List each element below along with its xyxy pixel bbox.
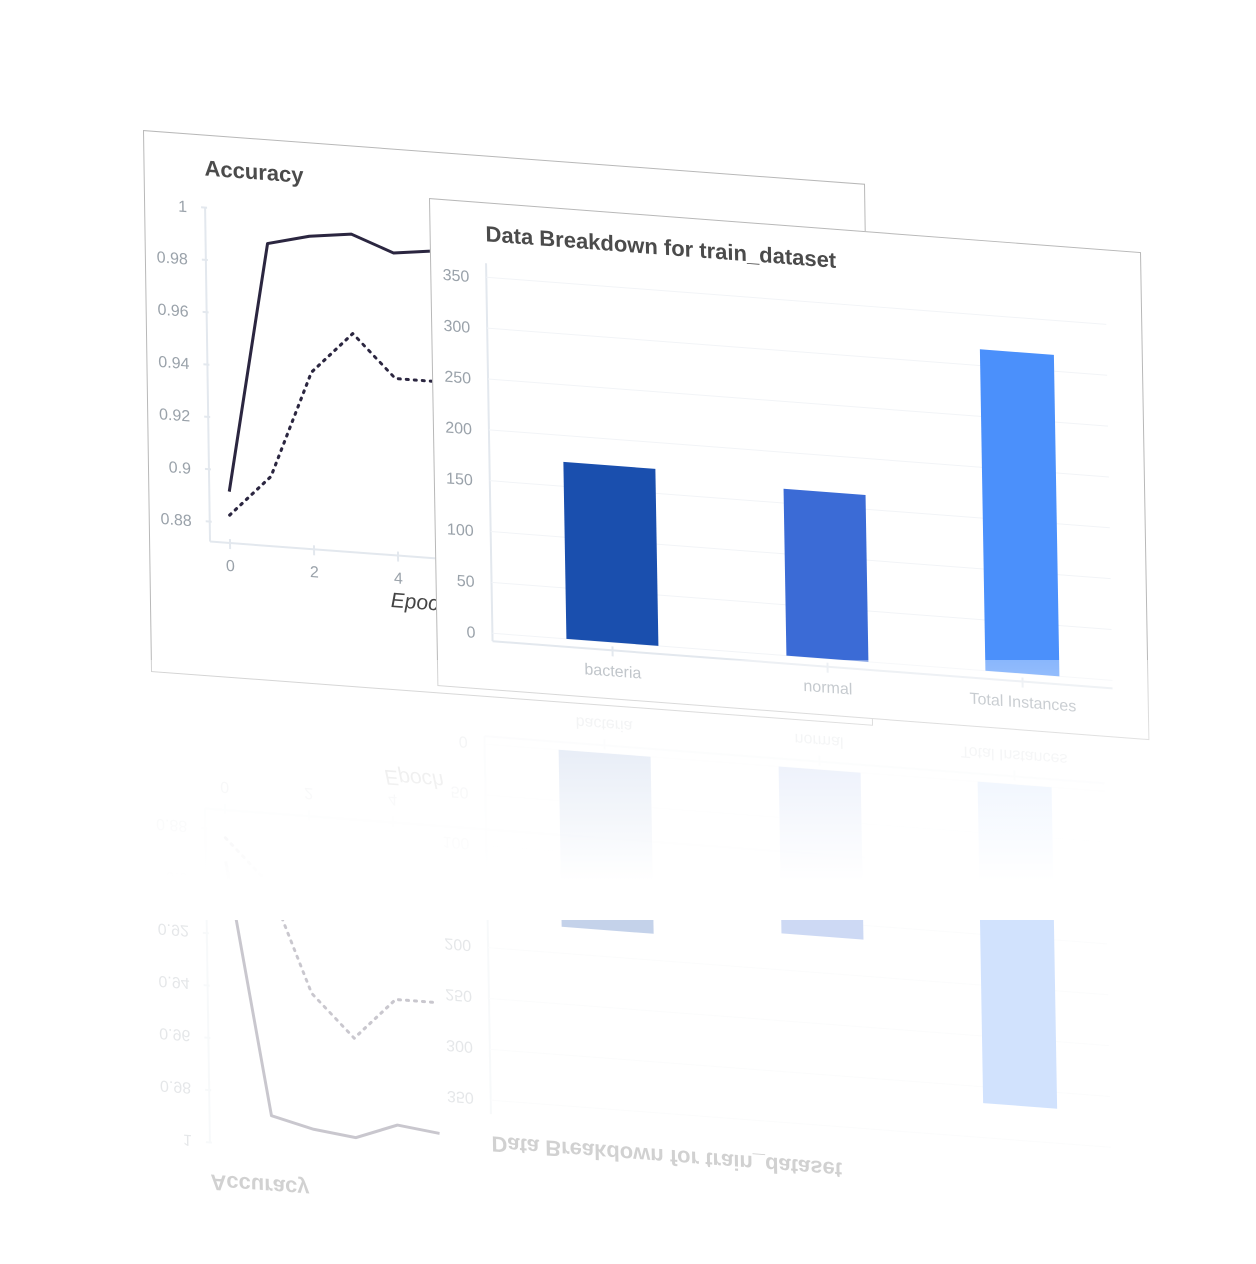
accuracy-y-tick-label: 0.94	[158, 972, 189, 992]
breakdown-x-tick-label-bacteria: bacteria	[584, 660, 641, 682]
accuracy-x-tick-label: 2	[310, 563, 319, 582]
breakdown-y-tick-label: 250	[444, 368, 471, 388]
breakdown-chart-card: Data Breakdown for train_dataset 0 50 100 1…	[429, 198, 1149, 740]
breakdown-x-axis	[484, 736, 1104, 783]
breakdown-chart-title: Data Breakdown for train_dataset	[485, 221, 837, 273]
accuracy-y-tick-label: 1	[178, 198, 187, 217]
breakdown-y-axis	[484, 736, 491, 1114]
breakdown-grid-line	[485, 795, 1105, 842]
breakdown-x-tick-label-normal: normal	[795, 730, 844, 752]
bar-bacteria	[563, 462, 658, 646]
breakdown-y-tick-label: 350	[447, 1087, 474, 1107]
breakdown-y-tick-label: 50	[457, 572, 475, 591]
accuracy-y-tick-label: 0.9	[166, 868, 189, 888]
breakdown-y-tick-label: 0	[466, 623, 475, 642]
breakdown-y-tick-label: 100	[442, 833, 469, 853]
breakdown-y-tick-label: 150	[446, 469, 473, 489]
breakdown-y-tick-label: 250	[445, 985, 472, 1005]
breakdown-grid-line	[485, 744, 1105, 791]
accuracy-y-tick-label: 1	[183, 1130, 192, 1149]
breakdown-y-tick-label: 200	[445, 419, 472, 439]
reflected-chart: Accuracy 0.88 0.9 0.92 0.94 0.96 0.98 1 0 2 4 Ep…	[143, 670, 871, 1264]
bar-total-instances	[980, 349, 1060, 676]
breakdown-x-tick-label-normal: normal	[803, 677, 852, 699]
accuracy-y-tick-label: 0.88	[156, 815, 187, 835]
breakdown-chart: Data Breakdown for train_dataset 0 50 100 1…	[430, 199, 1148, 739]
accuracy-x-axis	[205, 808, 865, 857]
accuracy-series-line-dotted	[225, 838, 438, 1045]
accuracy-x-axis-label: Epoch	[384, 765, 444, 792]
breakdown-chart-title: Data Breakdown for train_dataset	[491, 1131, 843, 1183]
accuracy-y-tick-label: 0.96	[159, 1024, 190, 1044]
breakdown-grid-line	[491, 1100, 1111, 1147]
accuracy-x-tick-label: 2	[304, 784, 313, 803]
bar-normal	[784, 489, 869, 662]
breakdown-x-tick-label-bacteria: bacteria	[576, 713, 633, 735]
breakdown-grid-line	[490, 1049, 1110, 1096]
breakdown-chart-reflection: Data Breakdown for train_dataset 0 50 100 1…	[429, 684, 1147, 1224]
bar-total-instances	[978, 782, 1058, 1109]
accuracy-y-tick-label: 0.96	[157, 301, 188, 321]
breakdown-y-tick-label: 100	[447, 520, 474, 540]
reflected-chart: Data Breakdown for train_dataset 0 50 100 1…	[429, 684, 1147, 1224]
accuracy-chart-title: Accuracy	[210, 1169, 310, 1201]
accuracy-y-tick-label: 0.92	[159, 405, 190, 425]
accuracy-series-line-solid	[226, 861, 440, 1144]
accuracy-chart-reflection: Accuracy 0.88 0.9 0.92 0.94 0.96 0.98 1 0 2 4 Ep…	[143, 670, 871, 1264]
breakdown-y-tick-label: 150	[443, 883, 470, 903]
accuracy-x-tick-label: 0	[220, 778, 229, 797]
bar-bacteria	[559, 750, 654, 934]
breakdown-y-tick-label: 0	[459, 732, 468, 751]
breakdown-y-tick-label: 50	[451, 782, 469, 801]
accuracy-y-tick-label: 0.92	[158, 919, 189, 939]
breakdown-y-tick-label: 300	[443, 317, 470, 337]
accuracy-series-line-solid	[225, 225, 439, 508]
breakdown-grid-line	[486, 846, 1106, 893]
accuracy-y-axis	[205, 208, 210, 542]
breakdown-x-tick-label-total-instances: Total Instances	[961, 742, 1068, 768]
accuracy-series-line-dotted	[227, 324, 440, 531]
accuracy-y-tick-label: 0.9	[169, 458, 192, 478]
accuracy-y-axis	[205, 808, 210, 1142]
breakdown-x-tick-label-total-instances: Total Instances	[969, 690, 1076, 716]
breakdown-y-tick-label: 350	[442, 266, 469, 286]
breakdown-y-tick-label: 300	[446, 1036, 473, 1056]
accuracy-x-tick-label: 0	[226, 557, 235, 576]
breakdown-grid-line	[486, 277, 1106, 324]
accuracy-y-tick-label: 0.88	[160, 510, 191, 530]
breakdown-grid-line	[489, 998, 1109, 1045]
breakdown-y-tick-label: 200	[444, 934, 471, 954]
accuracy-x-tick-label: 4	[394, 569, 403, 588]
breakdown-grid-line	[487, 897, 1107, 944]
breakdown-y-axis	[486, 263, 493, 641]
accuracy-x-tick-label: 4	[388, 790, 397, 809]
accuracy-chart-title: Accuracy	[204, 156, 304, 188]
breakdown-grid-line	[488, 948, 1108, 995]
accuracy-y-tick-label: 0.98	[157, 248, 188, 268]
accuracy-y-tick-label: 0.94	[158, 353, 189, 373]
bar-normal	[779, 767, 864, 940]
accuracy-y-tick-label: 0.98	[160, 1076, 191, 1096]
